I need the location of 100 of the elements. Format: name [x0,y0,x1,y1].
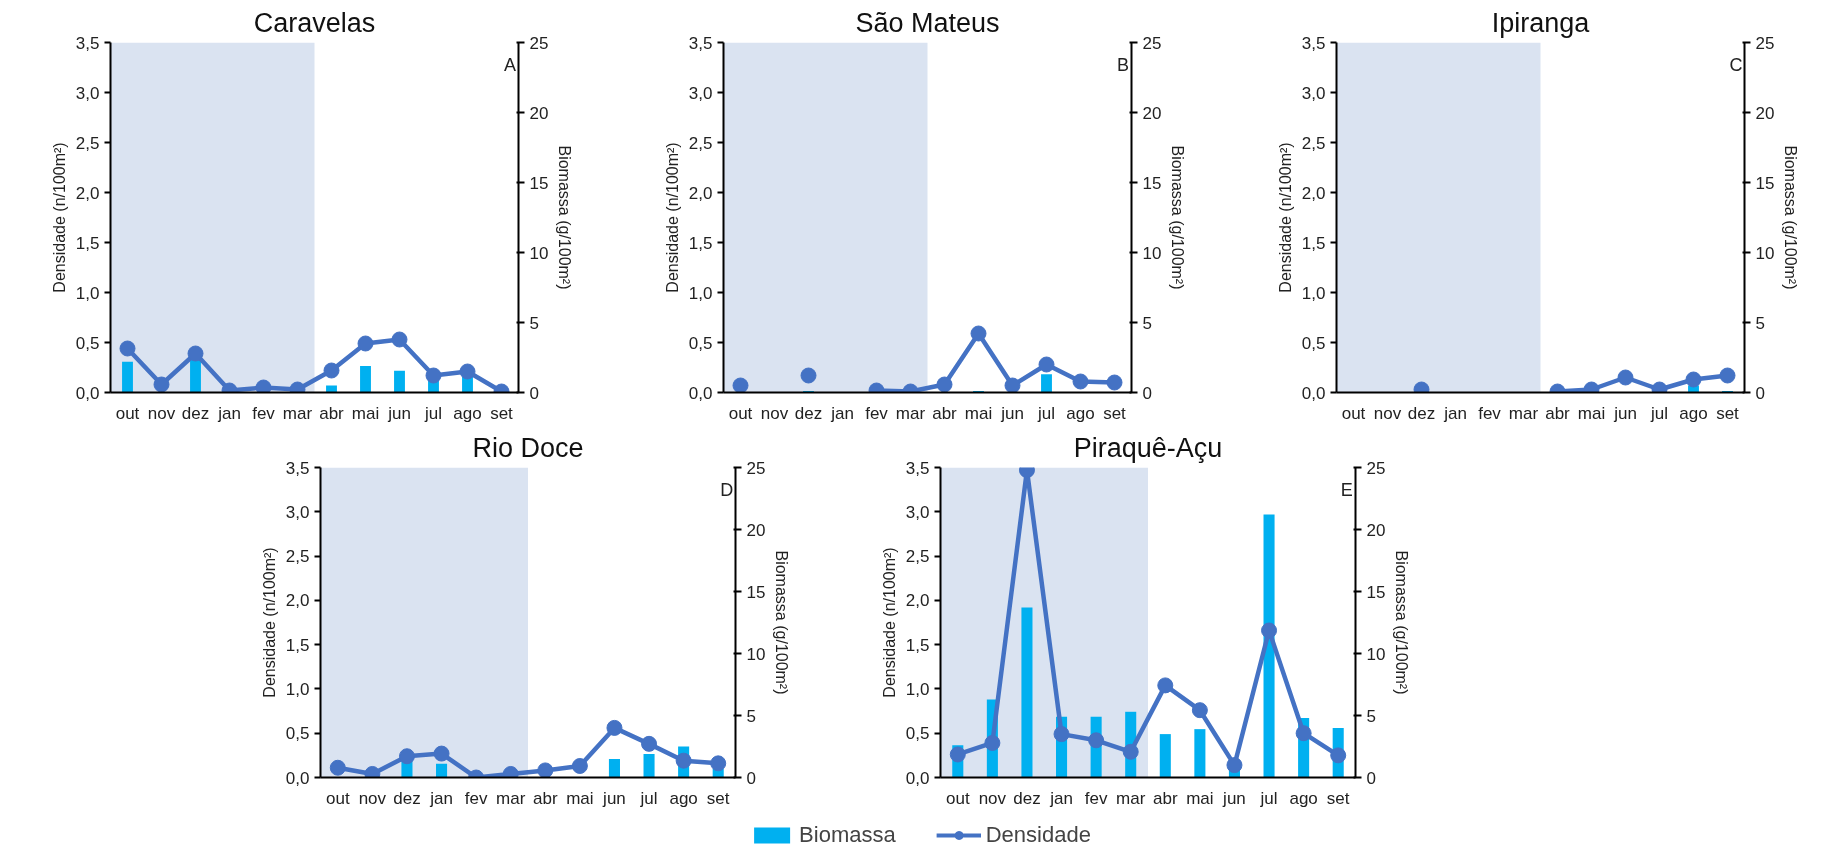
x-tick-label: jul [639,788,658,808]
y-tick-label: 2,0 [688,183,713,203]
x-tick-label: fev [464,788,488,808]
y2-tick-label: 5 [1755,313,1765,333]
y-axis-title: Densidade (n/100m²) [1276,142,1294,293]
y2-axis-title: Biomassa (g/100m²) [773,550,791,695]
y-tick-label: 3,5 [75,33,100,53]
y-tick-label: 3,0 [688,83,713,103]
x-tick-label: mai [351,403,380,423]
annotation: D [720,479,734,500]
y-axis-title: Densidade (n/100m²) [50,142,68,293]
x-tick-label: jun [1000,403,1024,423]
x-tick-label: dez [1407,403,1436,423]
y2-tick-label: 20 [746,520,766,540]
y2-tick-label: 15 [1142,173,1162,193]
y2-tick-label: 10 [1755,243,1775,263]
y2-axis-title: Biomassa (g/100m²) [1169,145,1187,290]
y2-tick-label: 20 [1366,520,1386,540]
y2-tick-label: 15 [1755,173,1775,193]
y-tick-label: 1,0 [75,283,100,303]
y-tick-label: 3,0 [75,83,100,103]
x-tick-label: fev [1478,403,1502,423]
annotation: A [504,54,517,75]
y2-tick-label: 25 [529,33,549,53]
x-tick-label: ago [1066,403,1095,423]
legend-label: Densidade [985,822,1091,848]
y-tick-label: 1,5 [905,635,930,655]
y2-axis-title: Biomassa (g/100m²) [1393,550,1411,695]
x-tick-label: set [1103,403,1127,423]
x-tick-label: jan [217,403,241,423]
y-tick-label: 1,0 [1301,283,1326,303]
y-axis-title: Densidade (n/100m²) [880,547,898,698]
y2-tick-label: 25 [746,458,766,478]
annotation: C [1729,54,1743,75]
x-tick-label: fev [252,403,276,423]
y2-tick-label: 0 [1755,383,1765,403]
x-tick-label: mai [566,788,594,808]
y2-tick-label: 5 [1366,706,1376,726]
x-tick-label: mai [964,403,993,423]
x-tick-label: abr [1153,788,1178,808]
y-tick-label: 1,5 [688,233,713,253]
x-tick-label: mar [895,403,926,423]
y2-tick-label: 15 [746,582,766,602]
x-tick-label: abr [319,403,345,423]
annotation: B [1117,54,1130,75]
y-tick-label: 0,5 [688,333,713,353]
y-tick-label: 0,5 [1301,333,1326,353]
y-tick-label: 3,0 [905,502,930,522]
x-tick-label: nov [978,788,1007,808]
y-tick-label: 0,5 [905,724,930,744]
y-tick-label: 3,5 [285,458,310,478]
y2-tick-label: 25 [1366,458,1386,478]
x-tick-label: nov [760,403,789,423]
x-tick-label: out [1341,403,1366,423]
y-axis-title: Densidade (n/100m²) [260,547,278,698]
x-tick-label: dez [1013,788,1041,808]
x-tick-label: mar [1116,788,1146,808]
y-tick-label: 3,5 [905,458,930,478]
x-tick-label: mar [496,788,526,808]
chart-title: São Mateus [855,7,1000,38]
y2-tick-label: 0 [1366,768,1376,788]
y-tick-label: 2,0 [285,591,310,611]
y-tick-label: 0,0 [1301,383,1326,403]
y-tick-label: 2,0 [905,591,930,611]
x-tick-label: mar [1508,403,1539,423]
x-tick-label: nov [358,788,387,808]
x-tick-label: jul [1037,403,1056,423]
x-tick-label: set [490,403,514,423]
y2-tick-label: 10 [529,243,549,263]
x-tick-label: jun [1613,403,1637,423]
y2-tick-label: 25 [1755,33,1775,53]
chart-title: Caravelas [253,7,376,38]
y-tick-label: 1,5 [1301,233,1326,253]
y2-tick-label: 20 [1755,103,1775,123]
annotation: E [1340,479,1353,500]
x-tick-label: ago [1679,403,1708,423]
y-tick-label: 1,5 [75,233,100,253]
y2-tick-label: 5 [746,706,756,726]
y2-tick-label: 20 [529,103,549,123]
chart-title: Rio Doce [472,432,584,463]
x-tick-label: ago [1289,788,1318,808]
x-tick-label: mar [282,403,313,423]
y2-tick-label: 20 [1142,103,1162,123]
y-tick-label: 0,5 [75,333,100,353]
y-tick-label: 0,0 [75,383,100,403]
y-tick-label: 1,5 [285,635,310,655]
y-tick-label: 0,0 [688,383,713,403]
y2-tick-label: 0 [529,383,539,403]
x-tick-label: mai [1577,403,1606,423]
legend-label: Biomassa [799,822,896,848]
y2-tick-label: 15 [1366,582,1386,602]
x-tick-label: jun [1222,788,1246,808]
y2-tick-label: 5 [1142,313,1152,333]
y-tick-label: 1,0 [285,679,310,699]
x-tick-label: set [1326,788,1350,808]
y2-axis-title: Biomassa (g/100m²) [1782,145,1800,290]
x-tick-label: abr [932,403,958,423]
y-tick-label: 2,0 [75,183,100,203]
y2-tick-label: 0 [1142,383,1152,403]
y-tick-label: 0,0 [905,768,930,788]
